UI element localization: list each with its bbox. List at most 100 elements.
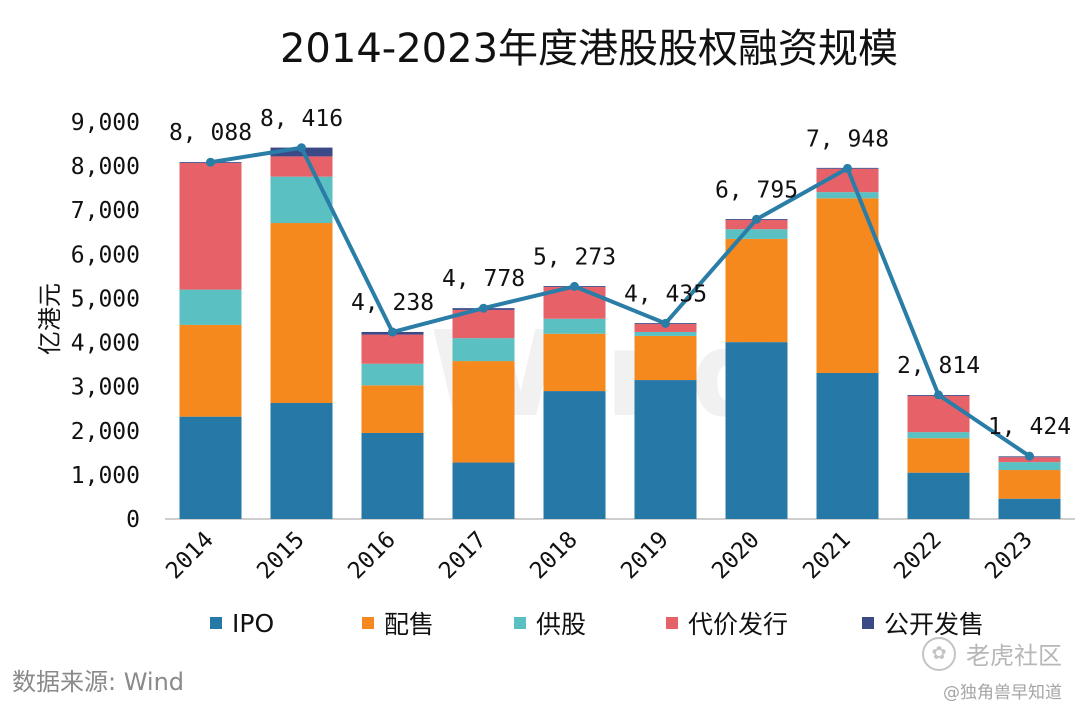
- legend-swatch: [666, 617, 678, 629]
- bar-segment-配售: [725, 238, 788, 343]
- total-data-label: 4, 778: [442, 266, 525, 292]
- bar-segment-IPO: [452, 462, 515, 519]
- total-data-label: 4, 238: [351, 290, 434, 316]
- legend-item: IPO: [210, 605, 362, 641]
- bar-segment-配售: [543, 333, 606, 392]
- stacked-bars: [179, 147, 1061, 519]
- source-note: 数据来源: Wind: [12, 668, 185, 696]
- legend-label: IPO: [232, 608, 275, 638]
- total-point: [479, 303, 488, 313]
- y-tick-label: 8,000: [71, 154, 140, 180]
- total-point: [570, 281, 579, 291]
- legend-label: 公开发售: [884, 610, 985, 639]
- y-tick-label: 2,000: [71, 419, 140, 445]
- y-tick-label: 7,000: [71, 198, 140, 224]
- bar-segment-IPO: [270, 402, 333, 519]
- bar-segment-配售: [361, 385, 424, 433]
- total-data-label: 6, 795: [715, 177, 798, 203]
- y-tick-label: 0: [126, 507, 140, 533]
- bar-segment-IPO: [543, 391, 606, 519]
- bar-segment-IPO: [634, 380, 697, 519]
- total-point: [843, 163, 852, 173]
- bar-segment-代价发行: [179, 163, 242, 290]
- total-line-path: [210, 145, 1031, 458]
- x-tick-label: 2017: [434, 527, 492, 585]
- bar-segment-供股: [543, 318, 606, 334]
- chart-title: 2014-2023年度港股股权融资规模: [280, 26, 898, 72]
- bar-segment-配售: [816, 198, 879, 373]
- bar-segment-配售: [270, 223, 333, 403]
- total-point: [934, 390, 943, 400]
- legend-item: 代价发行: [666, 605, 862, 641]
- legend-item: 公开发售: [862, 605, 1014, 641]
- legend-item: 供股: [514, 605, 666, 641]
- y-axis-label: 亿港元: [36, 283, 64, 355]
- legend-swatch: [514, 617, 526, 629]
- total-point: [661, 318, 670, 328]
- total-data-label: 5, 273: [533, 244, 616, 270]
- bar-segment-供股: [452, 338, 515, 362]
- x-tick-label: 2016: [343, 527, 401, 585]
- y-tick-label: 4,000: [71, 331, 140, 357]
- total-point: [388, 327, 397, 337]
- total-point: [1025, 451, 1034, 461]
- bar-segment-配售: [452, 361, 515, 463]
- legend-label: 供股: [536, 610, 587, 639]
- legend-item: 配售: [362, 605, 514, 641]
- x-tick-label: 2015: [252, 527, 310, 585]
- tiger-logo-icon: ✿: [922, 636, 956, 671]
- bar-segment-IPO: [998, 498, 1061, 519]
- y-tick-label: 5,000: [71, 286, 140, 312]
- bar-segment-代价发行: [725, 219, 788, 230]
- brand-mark: ✿ 老虎社区: [922, 636, 1062, 671]
- bar-segment-代价发行: [816, 168, 879, 193]
- total-data-label: 8, 088: [169, 120, 252, 146]
- bar-segment-供股: [270, 176, 333, 224]
- bar-segment-供股: [361, 363, 424, 386]
- x-tick-label: 2022: [889, 527, 947, 585]
- bar-segment-IPO: [361, 432, 424, 519]
- bar-segment-代价发行: [634, 324, 697, 332]
- total-data-label: 8, 416: [260, 106, 343, 132]
- bar-segment-IPO: [725, 342, 788, 519]
- total-data-label: 1, 424: [988, 414, 1071, 440]
- legend-swatch: [362, 617, 374, 629]
- bar-segment-供股: [179, 289, 242, 325]
- bar-segment-IPO: [907, 472, 970, 519]
- bar-segment-供股: [725, 229, 788, 239]
- total-data-label: 2, 814: [897, 353, 980, 379]
- brand-name: 老虎社区: [966, 642, 1062, 670]
- bar-segment-供股: [634, 331, 697, 336]
- bar-segment-配售: [907, 438, 970, 473]
- y-tick-label: 3,000: [71, 375, 140, 401]
- x-axis-ticks: 2014 2015 2016 2017 2018 2019 2020 2021 2022 2023: [161, 527, 1038, 585]
- y-tick-label: 1,000: [71, 463, 140, 489]
- total-point: [297, 143, 306, 153]
- total-point: [206, 157, 215, 167]
- bar-segment-配售: [998, 470, 1061, 499]
- total-data-label: 4, 435: [624, 281, 707, 307]
- bar-segment-IPO: [179, 416, 242, 519]
- bar-segment-配售: [179, 324, 242, 417]
- bar-segment-配售: [634, 335, 697, 381]
- x-tick-label: 2020: [707, 527, 765, 585]
- bar-segment-供股: [998, 462, 1061, 471]
- legend-label: 配售: [384, 610, 435, 639]
- x-tick-label: 2018: [525, 527, 583, 585]
- total-line: 8, 088 8, 416 4, 238 4, 778 5, 273 4, 435 6, 7…: [169, 106, 1071, 461]
- bar-segment-IPO: [816, 372, 879, 519]
- total-point: [752, 214, 761, 224]
- x-tick-label: 2023: [980, 527, 1038, 585]
- legend-label: 代价发行: [688, 610, 789, 639]
- legend-swatch: [210, 617, 222, 629]
- total-data-label: 7, 948: [806, 126, 889, 152]
- x-tick-label: 2014: [161, 527, 219, 585]
- y-tick-label: 6,000: [71, 242, 140, 268]
- bar-segment-代价发行: [907, 395, 970, 433]
- x-tick-label: 2019: [616, 527, 674, 585]
- legend: IPO 配售 供股 代价发行 公开发售: [210, 605, 1014, 641]
- bar-segment-代价发行: [270, 156, 333, 177]
- bar-segment-供股: [816, 192, 879, 199]
- legend-swatch: [862, 617, 874, 629]
